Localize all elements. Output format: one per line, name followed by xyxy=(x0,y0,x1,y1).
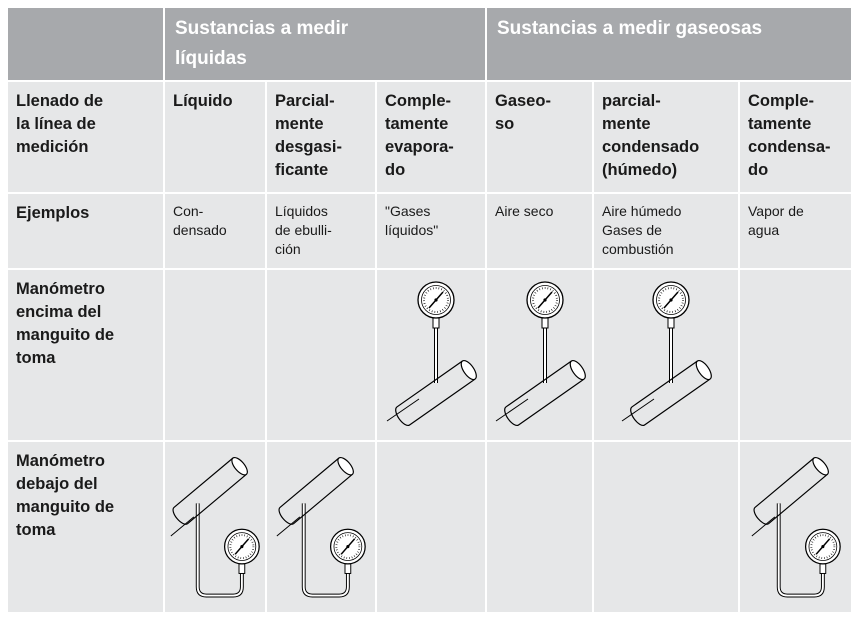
header-cell: Sustancias a medir gaseosas xyxy=(487,8,851,80)
cell: parcial- mente condensado (húmedo) xyxy=(594,82,738,192)
cell: Vapor de agua xyxy=(740,194,851,268)
header-cell: Sustancias a medir líquidas xyxy=(165,8,485,80)
gauge-above-pipe-icon xyxy=(381,278,481,428)
cell xyxy=(377,442,485,612)
cell: Gaseo- so xyxy=(487,82,592,192)
cell: Comple- tamente evapora- do xyxy=(377,82,485,192)
row-label: Llenado de la línea de medición xyxy=(8,82,163,192)
cell xyxy=(267,442,375,612)
cell xyxy=(594,442,738,612)
gauge-below-pipe-icon xyxy=(167,447,263,602)
gauge-below-pipe-icon xyxy=(273,447,369,602)
cell xyxy=(487,442,592,612)
table: Sustancias a medir líquidas Sustancias a… xyxy=(6,6,853,614)
cell: "Gases líquidos" xyxy=(377,194,485,268)
header-corner xyxy=(8,8,163,80)
cell: Aire húmedo Gases de combustión xyxy=(594,194,738,268)
cell: Parcial- mente desgasi- ficante xyxy=(267,82,375,192)
cell xyxy=(740,270,851,440)
cell: Aire seco xyxy=(487,194,592,268)
gauge-below-pipe-icon xyxy=(748,447,844,602)
row-label: Manómetro debajo del manguito de toma xyxy=(8,442,163,612)
row-label: Ejemplos xyxy=(8,194,163,268)
row-label: Manómetro encima del manguito de toma xyxy=(8,270,163,440)
cell: Comple- tamente condensa- do xyxy=(740,82,851,192)
gauge-above-pipe-icon xyxy=(490,278,590,428)
cell xyxy=(165,270,265,440)
cell xyxy=(267,270,375,440)
cell xyxy=(487,270,592,440)
gauge-above-pipe-icon xyxy=(616,278,716,428)
cell: Líquidos de ebulli- ción xyxy=(267,194,375,268)
cell: Líquido xyxy=(165,82,265,192)
cell xyxy=(594,270,738,440)
cell xyxy=(377,270,485,440)
cell xyxy=(165,442,265,612)
cell: Con- densado xyxy=(165,194,265,268)
cell xyxy=(740,442,851,612)
